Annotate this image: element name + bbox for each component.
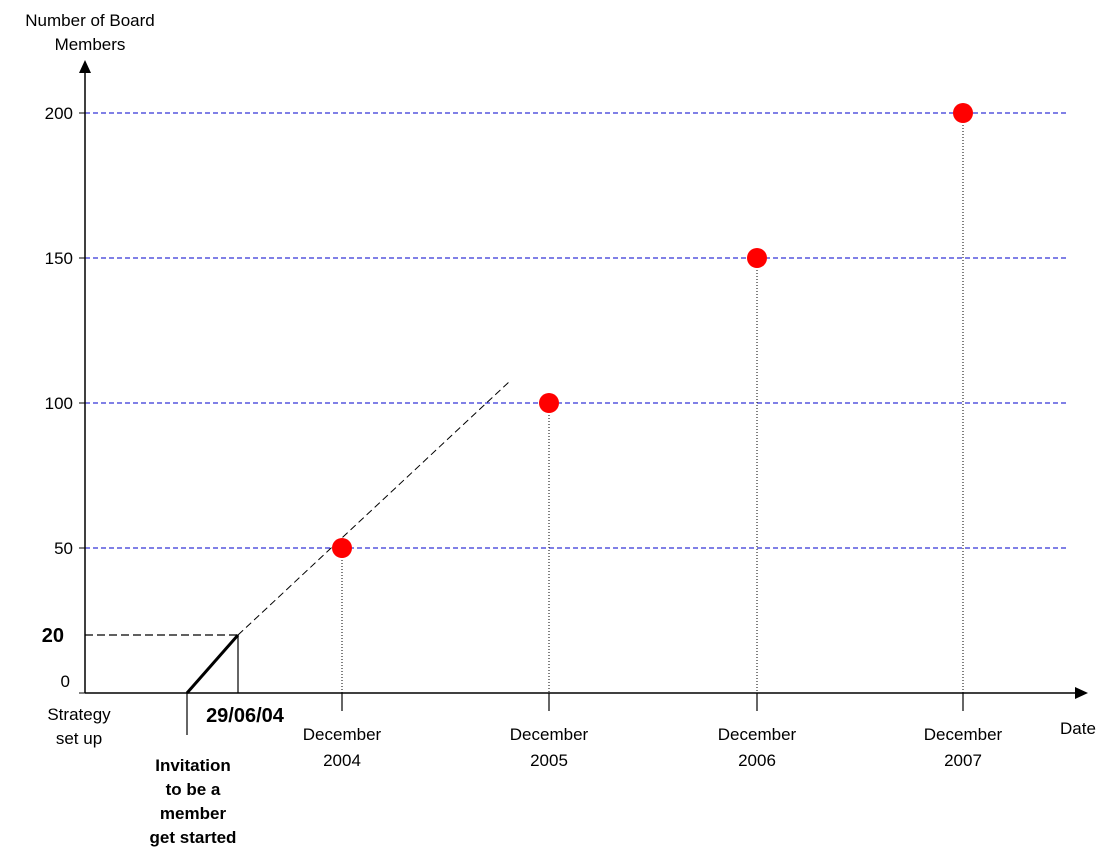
x-tick-label: December [510, 725, 589, 744]
invitation-label: member [160, 804, 227, 823]
guide-lines [85, 113, 964, 735]
x-tick-label: 2005 [530, 751, 568, 770]
y-axis-title: Members [55, 35, 126, 54]
x-axis-arrow [1075, 687, 1088, 699]
annotations: Number of Board Members Date Strategy set up… [25, 11, 1096, 847]
ramp-line [185, 634, 240, 694]
trend-line [237, 380, 511, 636]
invitation-label: Invitation [155, 756, 231, 775]
y-tick-label: 200 [45, 104, 73, 123]
milestone-date-label: 29/06/04 [206, 705, 285, 727]
axes [79, 60, 1088, 699]
start-event-label: set up [56, 729, 102, 748]
x-tick-labels: December 2004 December 2005 December 2006 Dece… [303, 725, 1003, 770]
data-points [332, 103, 973, 558]
x-tick-label: December [718, 725, 797, 744]
x-axis-title: Date [1060, 719, 1096, 738]
y-tick-label: 50 [54, 539, 73, 558]
data-point [747, 248, 767, 268]
invitation-label: get started [150, 828, 237, 847]
data-point [539, 393, 559, 413]
grid-lines [85, 112, 1068, 549]
x-tick-label: December [924, 725, 1003, 744]
y-tick-labels: 0 50 100 150 200 20 [42, 104, 85, 694]
x-tick-label: 2006 [738, 751, 776, 770]
y-axis-title: Number of Board [25, 11, 154, 30]
x-tick-label: 2007 [944, 751, 982, 770]
start-event-label: Strategy [47, 705, 111, 724]
x-tick-label: 2004 [323, 751, 361, 770]
y-tick-label: 100 [45, 394, 73, 413]
y-axis-arrow [79, 60, 91, 73]
y-tick-label-highlight: 20 [42, 625, 64, 647]
x-tick-label: December [303, 725, 382, 744]
invitation-label: to be a [166, 780, 221, 799]
data-point [332, 538, 352, 558]
y-tick-label: 150 [45, 249, 73, 268]
y-tick-label: 0 [61, 672, 70, 691]
data-point [953, 103, 973, 123]
